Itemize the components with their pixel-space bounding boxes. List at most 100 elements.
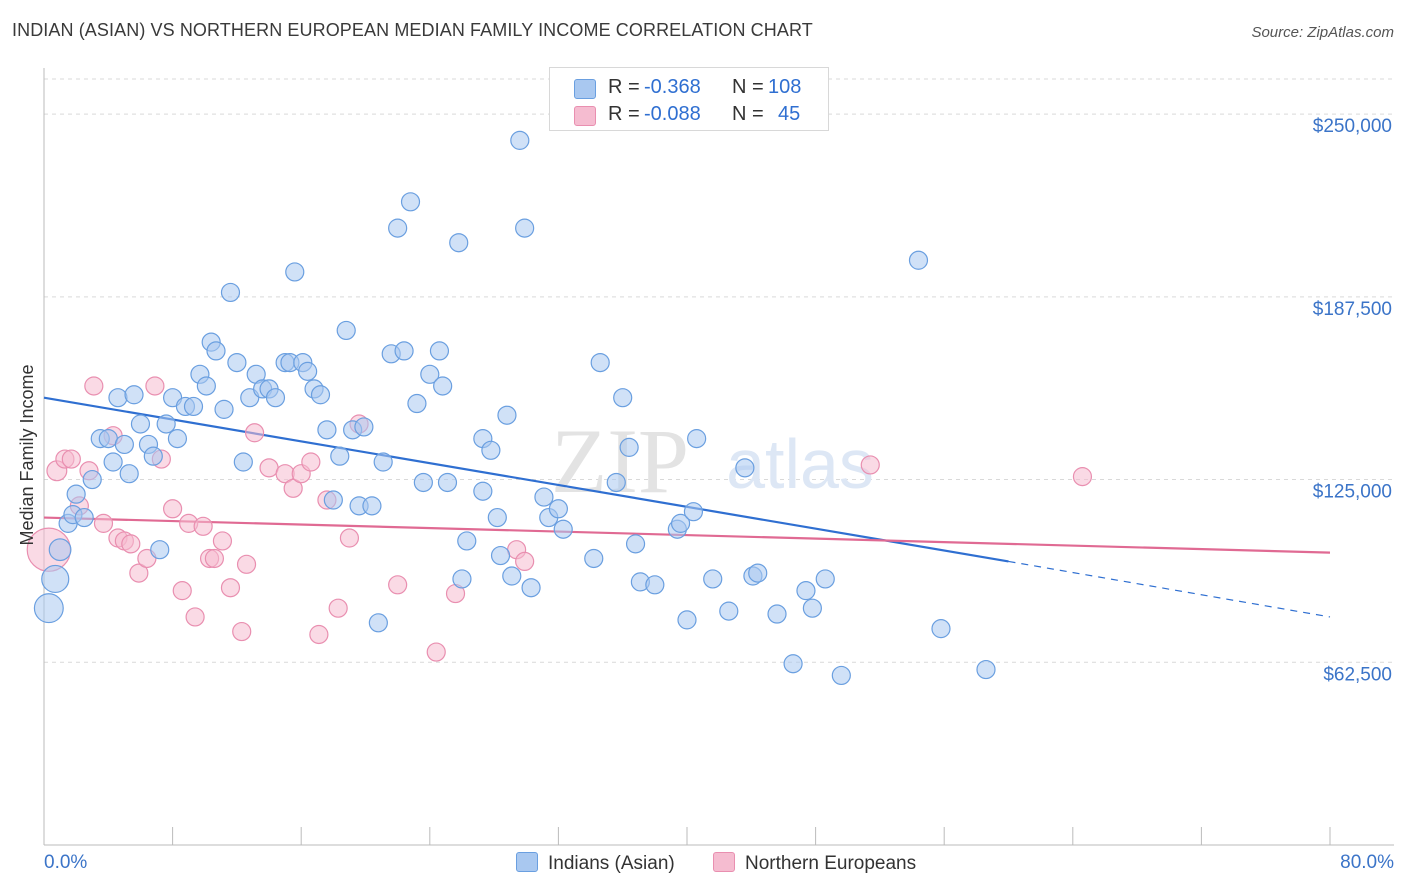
point-northern-europeans [328, 598, 348, 618]
point-indians-asian [457, 531, 477, 551]
point-indians-asian [437, 472, 458, 493]
bottom-legend-label-indians: Indians (Asian) [548, 853, 675, 874]
y-axis-tick-labels: $62,500 $125,000 $187,500 $250,000 [1313, 116, 1392, 685]
point-northern-europeans [1072, 467, 1093, 487]
y-tick-label: $62,500 [1323, 664, 1392, 685]
point-indians-asian [265, 388, 286, 408]
point-indians-asian [497, 405, 517, 425]
bottom-legend-swatch-blue [516, 852, 538, 872]
point-indians-asian [433, 376, 453, 396]
point-indians-asian [534, 487, 554, 507]
point-indians-asian [167, 429, 188, 449]
point-indians-asian [452, 569, 472, 589]
point-indians-asian [196, 376, 216, 396]
point-indians-asian [703, 569, 723, 589]
legend-r-label: R = [608, 76, 640, 98]
point-indians-asian [214, 399, 234, 419]
watermark-zip: ZIP [551, 410, 689, 512]
point-northern-europeans [145, 376, 165, 396]
point-northern-europeans [259, 458, 279, 478]
point-indians-asian [407, 393, 427, 414]
point-indians-asian [368, 613, 388, 633]
point-indians-asian [831, 665, 851, 686]
point-indians-asian [336, 320, 356, 341]
x-axis-min-label: 0.0% [44, 852, 88, 873]
point-indians-asian [33, 593, 64, 624]
point-indians-asian [473, 481, 493, 501]
point-indians-asian [206, 341, 226, 361]
bottom-legend-northern-europeans: Northern Europeans [713, 852, 916, 875]
point-indians-asian [748, 563, 768, 583]
point-northern-europeans [193, 516, 213, 536]
point-indians-asian [41, 564, 70, 594]
point-indians-asian [330, 446, 350, 466]
bottom-legend-swatch-pink [713, 852, 735, 872]
point-indians-asian [767, 604, 787, 624]
stats-legend: R = -0.368 N = 108 R = -0.088 N = 45 [549, 67, 829, 131]
legend-r-value: -0.368 [644, 76, 701, 98]
point-northern-europeans [121, 534, 141, 554]
point-indians-asian [735, 458, 755, 478]
point-northern-europeans [388, 575, 408, 595]
point-northern-europeans [129, 563, 149, 583]
point-northern-europeans [283, 478, 303, 498]
chart-title: INDIAN (ASIAN) VS NORTHERN EUROPEAN MEDI… [12, 20, 813, 40]
point-indians-asian [285, 262, 305, 282]
point-indians-asian [220, 282, 241, 303]
bottom-legend-label-northern-europeans: Northern Europeans [745, 853, 917, 874]
point-indians-asian [719, 601, 739, 621]
point-indians-asian [400, 192, 421, 212]
point-northern-europeans [172, 581, 192, 601]
legend-n-label: N = [732, 103, 764, 125]
point-indians-asian [183, 396, 204, 417]
source-label: Source: ZipAtlas.com [1251, 24, 1394, 41]
point-northern-europeans [220, 578, 241, 598]
point-indians-asian [388, 218, 408, 238]
trendline-northern-europeans [43, 516, 1331, 554]
point-indians-asian [298, 361, 318, 381]
point-northern-europeans [236, 554, 257, 574]
point-indians-asian [683, 502, 704, 522]
point-northern-europeans [339, 528, 360, 548]
point-indians-asian [510, 130, 530, 150]
point-indians-asian [323, 490, 343, 510]
point-indians-asian [74, 507, 94, 528]
point-indians-asian [976, 659, 996, 680]
point-indians-asian [548, 499, 569, 519]
legend-r-label: R = [608, 103, 640, 125]
point-northern-europeans [309, 624, 329, 645]
point-indians-asian [362, 496, 382, 516]
y-tick-label: $187,500 [1313, 299, 1392, 320]
point-indians-asian [584, 548, 604, 569]
point-indians-asian [687, 429, 707, 449]
x-axis-max-label: 80.0% [1340, 852, 1394, 873]
point-indians-asian [66, 484, 86, 504]
point-indians-asian [98, 429, 118, 449]
point-northern-europeans [232, 621, 252, 642]
trend-lines [43, 396, 1331, 618]
point-indians-asian [310, 385, 331, 405]
point-indians-asian [420, 364, 440, 384]
point-indians-asian [487, 507, 507, 528]
point-indians-asian [802, 598, 822, 618]
point-indians-asian [233, 452, 253, 472]
point-indians-asian [119, 464, 139, 484]
point-indians-asian [481, 440, 501, 460]
point-indians-asian [103, 452, 123, 472]
point-indians-asian [645, 575, 665, 595]
point-indians-asian [515, 218, 535, 238]
x-axis-ticks [172, 827, 1331, 845]
legend-n-label: N = [732, 76, 764, 98]
legend-r-value: -0.088 [644, 103, 701, 125]
point-northern-europeans [244, 423, 265, 443]
point-northern-europeans [204, 548, 224, 569]
point-indians-asian [590, 352, 610, 373]
point-northern-europeans [426, 642, 446, 662]
point-indians-asian [413, 472, 433, 493]
point-indians-asian [394, 341, 414, 361]
point-indians-asian [619, 437, 639, 457]
point-indians-asian [354, 417, 374, 437]
legend-n-value: 108 [768, 76, 802, 98]
point-northern-europeans [93, 513, 114, 533]
